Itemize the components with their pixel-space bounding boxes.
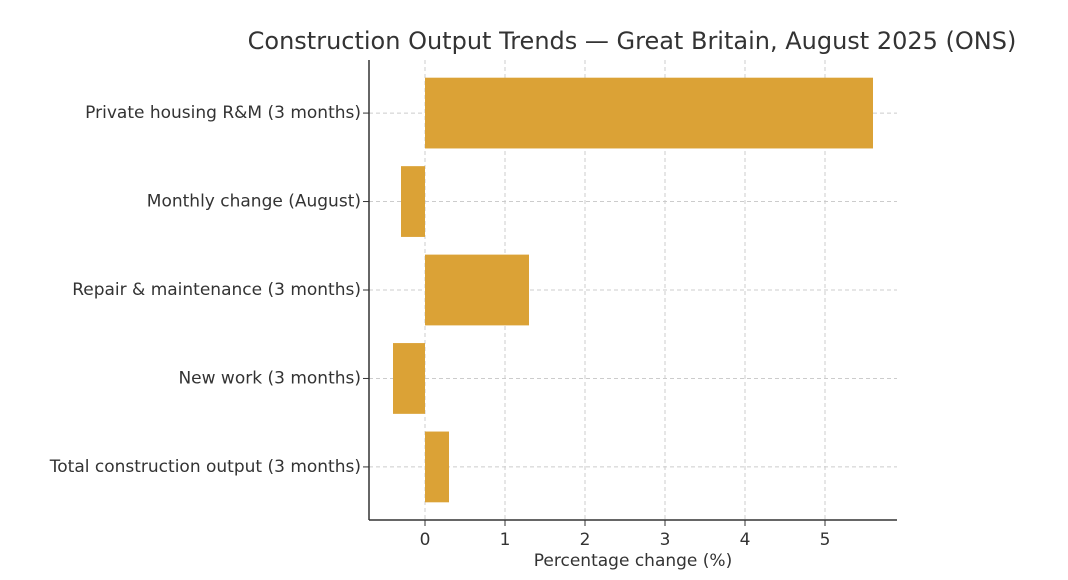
bar <box>393 343 425 414</box>
x-tick-label: 4 <box>740 530 751 550</box>
bar <box>425 431 449 503</box>
y-tick-label: Monthly change (August) <box>147 192 361 212</box>
bar <box>425 254 529 326</box>
x-tick-label: 0 <box>420 530 431 550</box>
bar <box>401 166 425 237</box>
y-tick-label: Repair & maintenance (3 months) <box>72 280 361 300</box>
x-tick-label: 3 <box>660 530 671 550</box>
x-tick-label: 1 <box>500 530 511 550</box>
y-tick-label: Private housing R&M (3 months) <box>85 103 361 123</box>
y-tick-label: Total construction output (3 months) <box>49 457 361 477</box>
x-axis-label: Percentage change (%) <box>534 551 732 571</box>
x-tick-label: 5 <box>820 530 831 550</box>
chart-title: Construction Output Trends — Great Brita… <box>248 27 1017 55</box>
y-tick-label: New work (3 months) <box>178 368 361 388</box>
bar <box>425 77 873 149</box>
x-tick-label: 2 <box>580 530 591 550</box>
